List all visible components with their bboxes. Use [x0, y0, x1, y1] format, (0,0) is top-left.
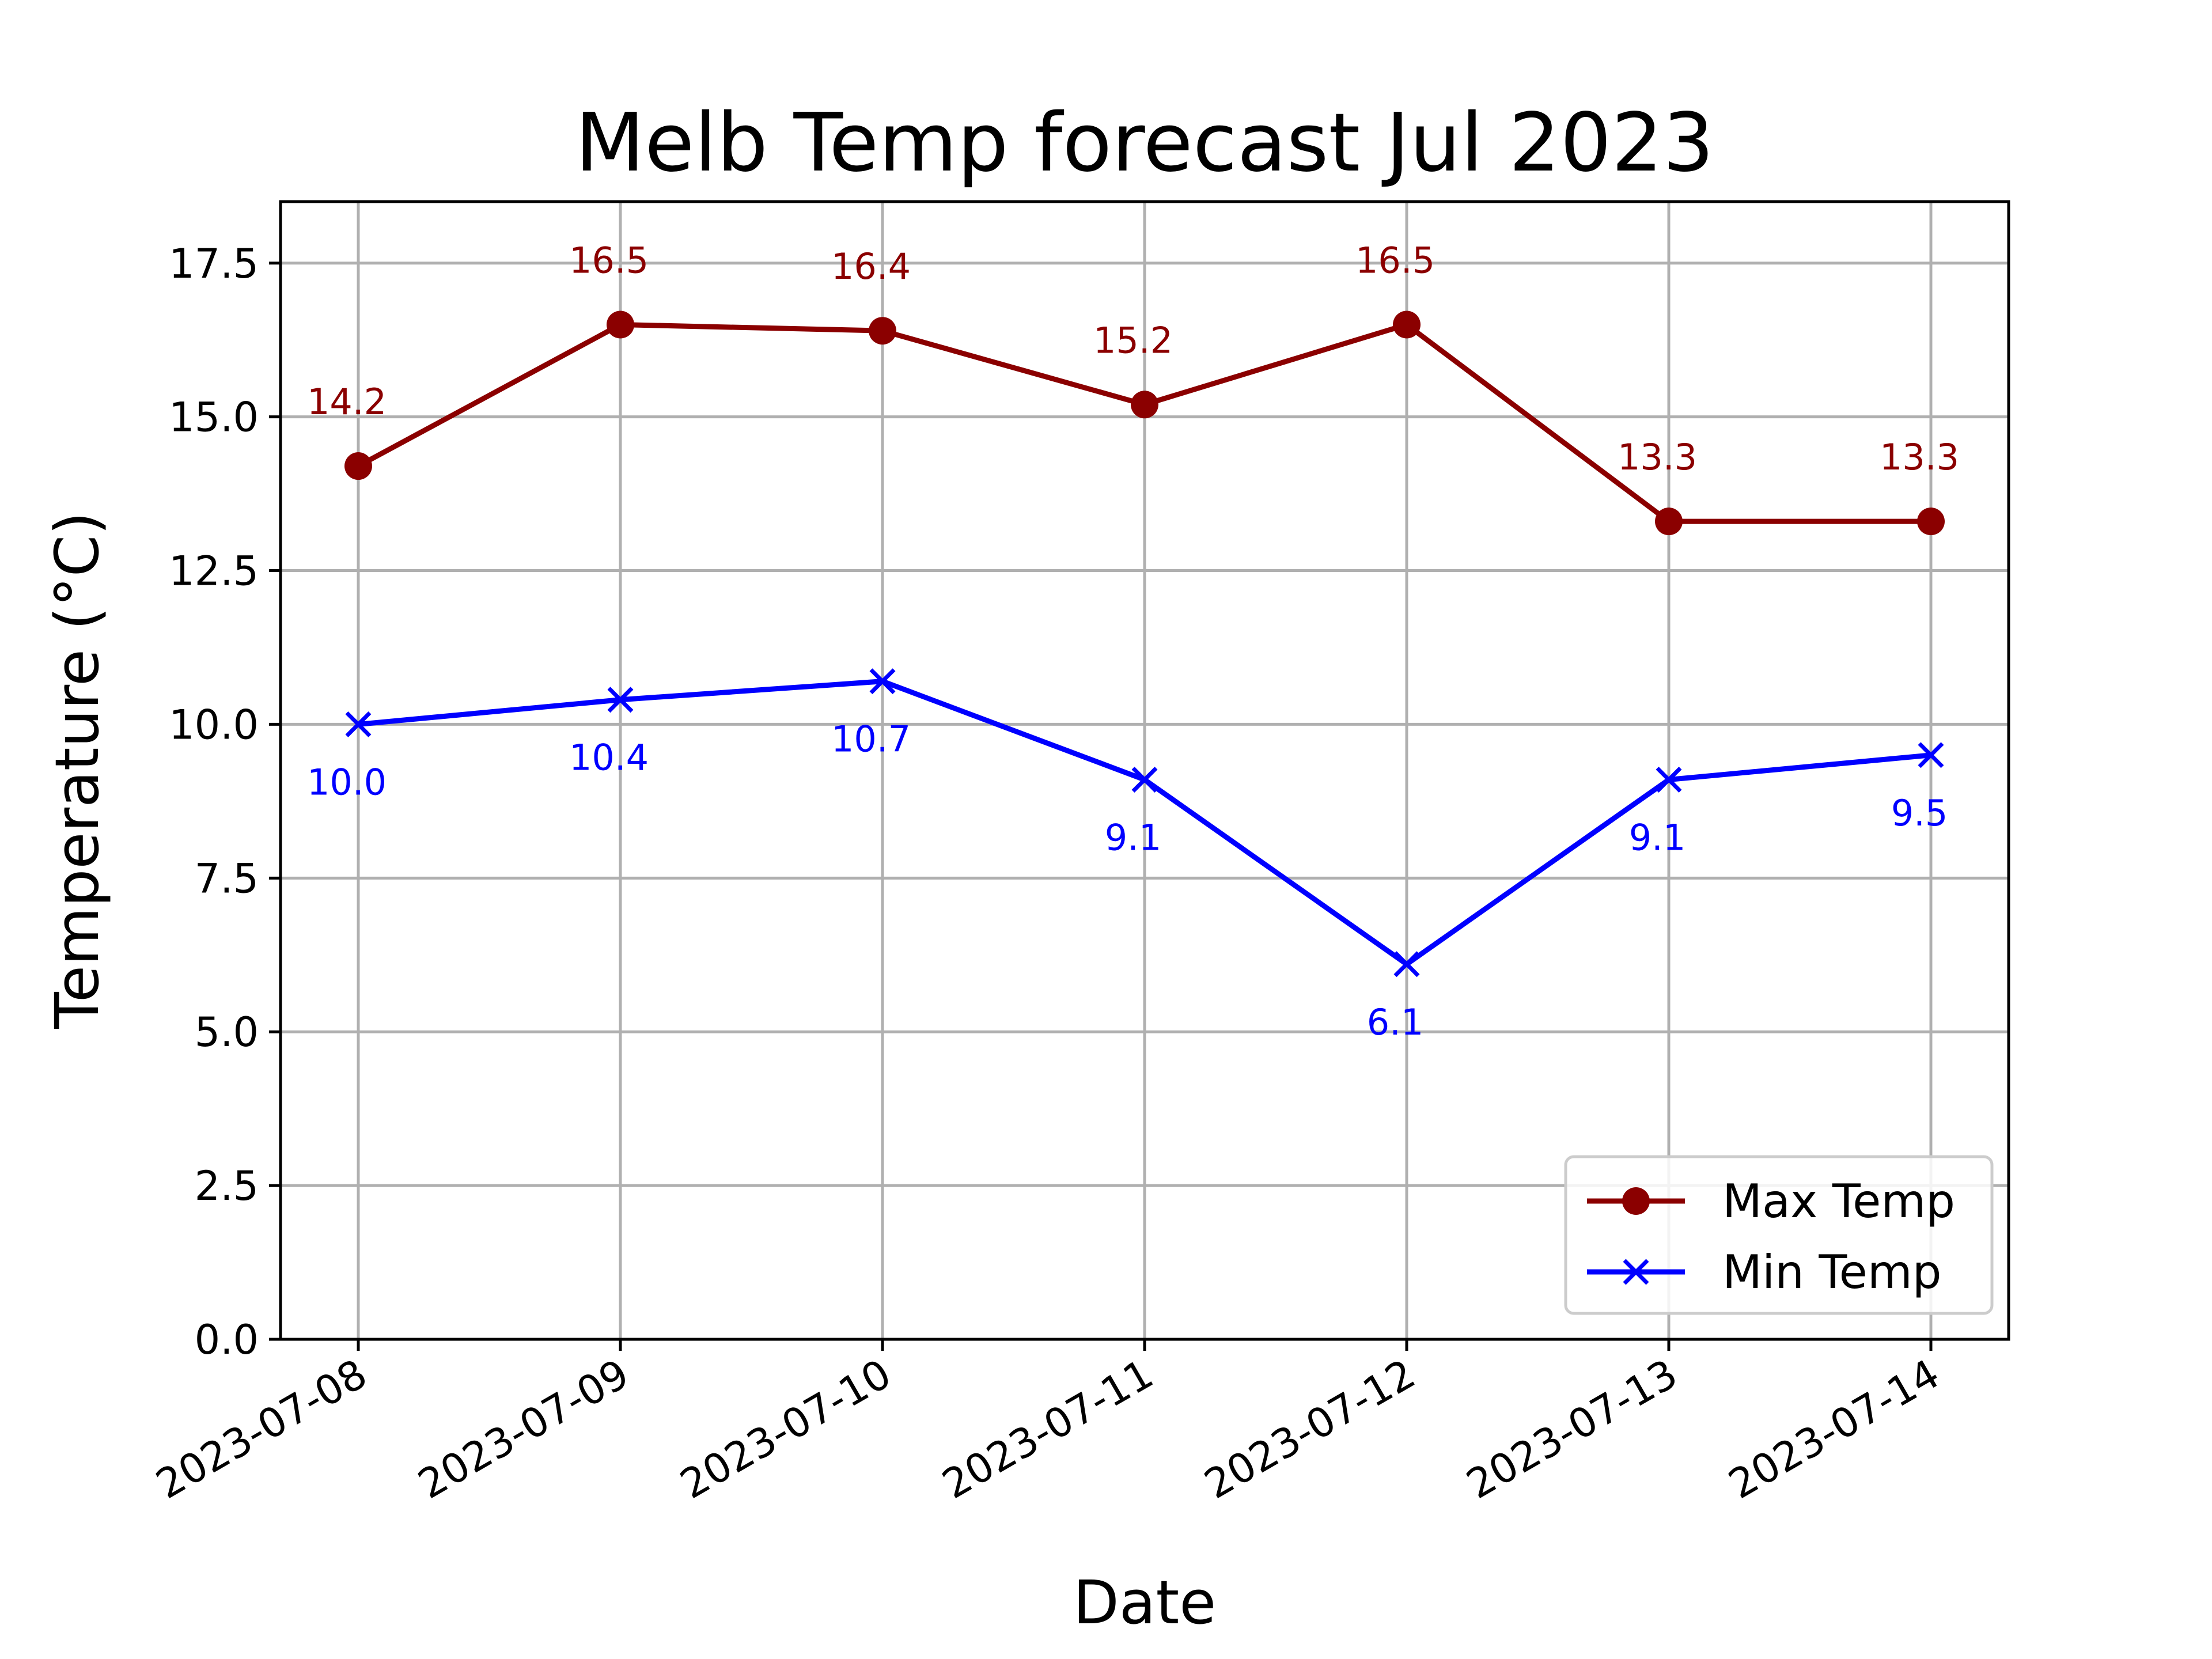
y-axis: 0.0 2.5 5.0 7.5 10.0 12.5 15.0 17.5: [169, 240, 281, 1363]
max-temp-point: [1131, 391, 1158, 419]
min-temp-data-label: 10.7: [831, 718, 911, 760]
max-temp-series: 14.2 16.5 16.4 15.2 16.5 13.3 13.3: [307, 240, 1959, 536]
max-temp-data-label: 13.3: [1880, 436, 1959, 478]
max-temp-point: [1393, 310, 1421, 339]
min-temp-point: [869, 668, 896, 695]
min-temp-data-label: 9.1: [1105, 817, 1162, 859]
max-temp-point: [344, 452, 372, 480]
max-temp-data-label: 14.2: [307, 381, 387, 423]
min-temp-series: 10.0 10.4 10.7 9.1 6.1 9.1 9.5: [307, 668, 1948, 1043]
y-tick-label: 17.5: [169, 240, 259, 287]
min-temp-data-label: 6.1: [1367, 1001, 1424, 1043]
max-temp-data-label: 13.3: [1618, 436, 1697, 478]
x-marker-stroke: [1393, 951, 1420, 978]
y-tick-label: 5.0: [195, 1009, 259, 1056]
y-tick-label: 12.5: [169, 548, 259, 595]
x-marker-stroke: [869, 668, 896, 695]
min-temp-point: [345, 711, 372, 737]
y-tick-label: 15.0: [169, 394, 259, 441]
y-tick-label: 0.0: [195, 1316, 259, 1363]
max-temp-data-label: 16.5: [1355, 240, 1435, 282]
x-marker-stroke: [345, 711, 372, 737]
x-marker-stroke: [1918, 742, 1944, 768]
min-temp-point: [1918, 742, 1944, 768]
legend-marker: [1622, 1187, 1650, 1215]
min-temp-data-label: 9.1: [1629, 817, 1686, 859]
x-marker-stroke: [1131, 767, 1158, 793]
min-temp-point: [1393, 951, 1420, 978]
min-temp-data-label: 10.4: [569, 737, 649, 779]
max-temp-data-label: 16.4: [831, 245, 911, 287]
y-tick-label: 10.0: [169, 701, 259, 748]
max-temp-point: [607, 310, 634, 339]
max-temp-data-label: 15.2: [1093, 319, 1173, 361]
legend-entry-max-temp: Max Temp: [1587, 1175, 1955, 1228]
legend: Max Temp Min Temp: [1564, 1155, 1994, 1315]
chart-title: Melb Temp forecast Jul 2023: [575, 96, 1714, 190]
x-marker-stroke: [607, 687, 634, 713]
legend-entry-min-temp: Min Temp: [1587, 1245, 1942, 1299]
max-temp-point: [1917, 507, 1945, 536]
legend-label: Max Temp: [1722, 1175, 1955, 1228]
y-tick-label: 2.5: [195, 1162, 259, 1210]
max-temp-data-label: 16.5: [569, 240, 649, 282]
legend-marker: [1623, 1259, 1649, 1285]
max-temp-point: [1655, 507, 1683, 536]
y-axis-label: Temperature (°C): [42, 512, 112, 1029]
x-axis-label: Date: [1073, 1567, 1217, 1638]
grid: [281, 202, 2009, 1341]
max-temp-point: [869, 317, 896, 345]
min-temp-point: [1131, 767, 1158, 793]
min-temp-data-label: 9.5: [1891, 792, 1948, 834]
y-tick-label: 7.5: [195, 855, 259, 902]
min-temp-point: [1656, 767, 1682, 793]
x-marker-stroke: [1656, 767, 1682, 793]
min-temp-data-label: 10.0: [307, 761, 387, 803]
legend-label: Min Temp: [1722, 1245, 1942, 1299]
min-temp-point: [607, 687, 634, 713]
series-layer: 14.2 16.5 16.4 15.2 16.5 13.3 13.3 10.0 10.4 10.7…: [307, 240, 1959, 1043]
